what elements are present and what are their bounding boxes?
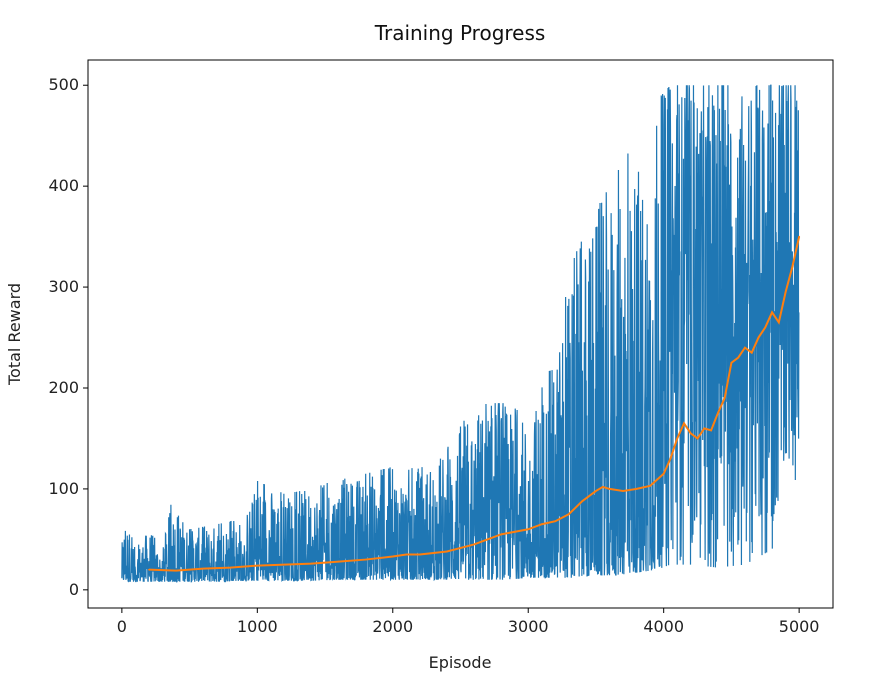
moving-average-point: [710, 429, 712, 432]
moving-average-point: [649, 485, 651, 487]
x-tick-label: 4000: [643, 617, 684, 636]
moving-average-point: [256, 564, 259, 567]
moving-average-point: [527, 528, 530, 531]
moving-average-point: [364, 558, 367, 561]
moving-average-point: [419, 553, 421, 556]
moving-average-point: [540, 523, 543, 526]
y-tick-label: 0: [69, 580, 79, 599]
moving-average-point: [717, 412, 719, 415]
y-tick-label: 300: [48, 277, 79, 296]
moving-average-point: [750, 351, 753, 354]
y-axis-label: Total Reward: [5, 283, 24, 386]
moving-average-point: [683, 422, 685, 425]
chart-title: Training Progress: [374, 21, 546, 45]
x-axis-label: Episode: [429, 653, 492, 672]
moving-average-point: [744, 346, 746, 349]
x-tick-label: 3000: [508, 617, 549, 636]
y-axis: 0 100 200 300 400 500: [48, 75, 88, 599]
moving-average-point: [791, 266, 794, 268]
raw-reward-line: [121, 84, 800, 583]
moving-average-point: [473, 543, 475, 546]
moving-average-point: [723, 397, 726, 399]
moving-average-point: [337, 560, 340, 563]
moving-average-point: [635, 488, 638, 490]
y-tick-label: 100: [48, 479, 79, 498]
moving-average-point: [778, 321, 780, 324]
moving-average-point: [764, 326, 767, 329]
moving-average-point: [608, 488, 611, 490]
moving-average-point: [798, 235, 800, 238]
moving-average-point: [405, 553, 408, 556]
y-tick-label: 500: [48, 75, 79, 94]
moving-average-point: [737, 356, 739, 359]
moving-average-point: [283, 563, 286, 566]
moving-average-point: [581, 500, 584, 502]
plot-frame: [87, 59, 834, 609]
moving-average-point: [784, 291, 787, 293]
y-tick-label: 400: [48, 176, 79, 195]
moving-average-point: [662, 472, 665, 475]
x-tick-label: 5000: [779, 617, 820, 636]
moving-average-point: [669, 457, 672, 460]
moving-average-point: [757, 336, 760, 339]
moving-average-point: [601, 486, 604, 488]
moving-average-point: [730, 361, 733, 364]
moving-average-point: [676, 437, 679, 440]
moving-average-point: [175, 569, 177, 572]
plot-area: [121, 84, 801, 583]
moving-average-point: [622, 490, 624, 492]
moving-average-point: [202, 567, 204, 570]
moving-average-point: [500, 533, 502, 536]
x-axis: 0 1000 2000 3000 4000 5000: [117, 608, 820, 636]
moving-average-point: [771, 311, 773, 314]
moving-average-point: [554, 520, 557, 523]
moving-average-point: [568, 513, 570, 515]
moving-average-point: [446, 550, 448, 553]
y-tick-label: 200: [48, 378, 79, 397]
moving-average-series: [148, 235, 801, 572]
moving-average-point: [595, 490, 597, 492]
moving-average-point: [703, 427, 706, 430]
x-tick-label: 1000: [237, 617, 278, 636]
moving-average-point: [391, 555, 394, 558]
moving-average-point: [696, 437, 699, 440]
raw-reward-series: [121, 84, 800, 583]
moving-average-point: [148, 568, 150, 571]
moving-average-point: [689, 432, 692, 435]
moving-average-point: [229, 566, 232, 569]
moving-average-point: [310, 562, 313, 565]
x-tick-label: 2000: [372, 617, 413, 636]
x-tick-label: 0: [117, 617, 127, 636]
